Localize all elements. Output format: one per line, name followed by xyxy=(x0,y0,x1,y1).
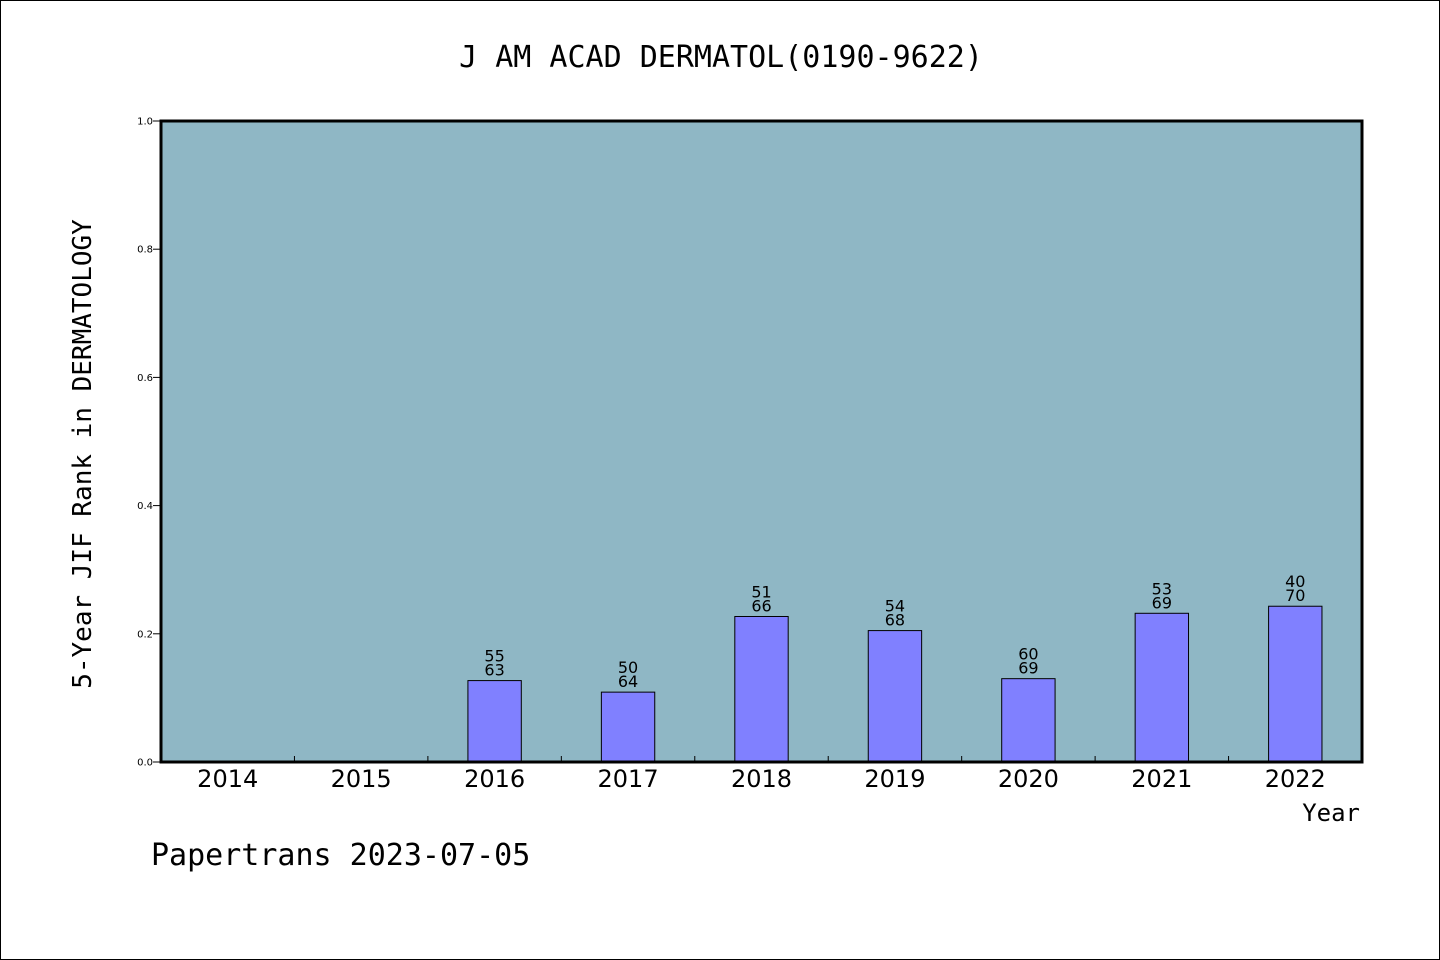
x-tick-label: 2020 xyxy=(998,765,1059,793)
bar-2022 xyxy=(1268,605,1323,763)
bar-rank-label: 60 xyxy=(1018,645,1038,664)
x-tick-label: 2016 xyxy=(464,765,525,793)
bar-2018 xyxy=(734,615,789,763)
x-tick-label: 2017 xyxy=(598,765,659,793)
x-tick-label: 2018 xyxy=(731,765,792,793)
y-tick-label: 0.8 xyxy=(137,245,153,256)
bar-total-label: 64 xyxy=(618,672,638,691)
bar-rank-label: 54 xyxy=(885,597,905,616)
bar-total-label: 70 xyxy=(1285,586,1305,605)
chart-title: J AM ACAD DERMATOL(0190-9622) xyxy=(459,40,983,75)
bar-total-label: 63 xyxy=(484,661,504,680)
bar-2017 xyxy=(600,691,656,763)
bar-total-label: 68 xyxy=(885,611,905,630)
x-axis-label: Year xyxy=(1302,799,1360,827)
plot-border xyxy=(159,119,1364,764)
bar-total-label: 69 xyxy=(1018,659,1038,678)
bar-rank-label: 55 xyxy=(484,647,504,666)
y-tick-label: 0.6 xyxy=(137,373,153,384)
x-tick-label: 2014 xyxy=(197,765,258,793)
bar-rank-label: 51 xyxy=(751,582,771,601)
bar-total-label: 69 xyxy=(1152,593,1172,612)
bar-total-label: 66 xyxy=(751,596,771,615)
y-axis-label: 5-Year JIF Rank in DERMATOLOGY xyxy=(68,219,98,689)
x-tick-label: 2021 xyxy=(1131,765,1192,793)
y-tick-label: 1.0 xyxy=(137,117,153,128)
footer-text: Papertrans 2023-07-05 xyxy=(151,838,530,873)
y-tick-label: 0.4 xyxy=(137,501,153,512)
bar-2019 xyxy=(867,630,923,763)
bar-2016 xyxy=(467,680,522,763)
bar-rank-label: 53 xyxy=(1152,579,1172,598)
x-tick-label: 2015 xyxy=(331,765,392,793)
x-tick-label: 2022 xyxy=(1265,765,1326,793)
y-tick-label: 0.0 xyxy=(137,758,153,769)
bar-2020 xyxy=(1001,678,1056,763)
bar-rank-label: 50 xyxy=(618,658,638,677)
bar-rank-label: 40 xyxy=(1285,572,1305,591)
y-tick-label: 0.2 xyxy=(137,629,153,640)
x-tick-label: 2019 xyxy=(864,765,925,793)
bar-2021 xyxy=(1134,612,1190,763)
